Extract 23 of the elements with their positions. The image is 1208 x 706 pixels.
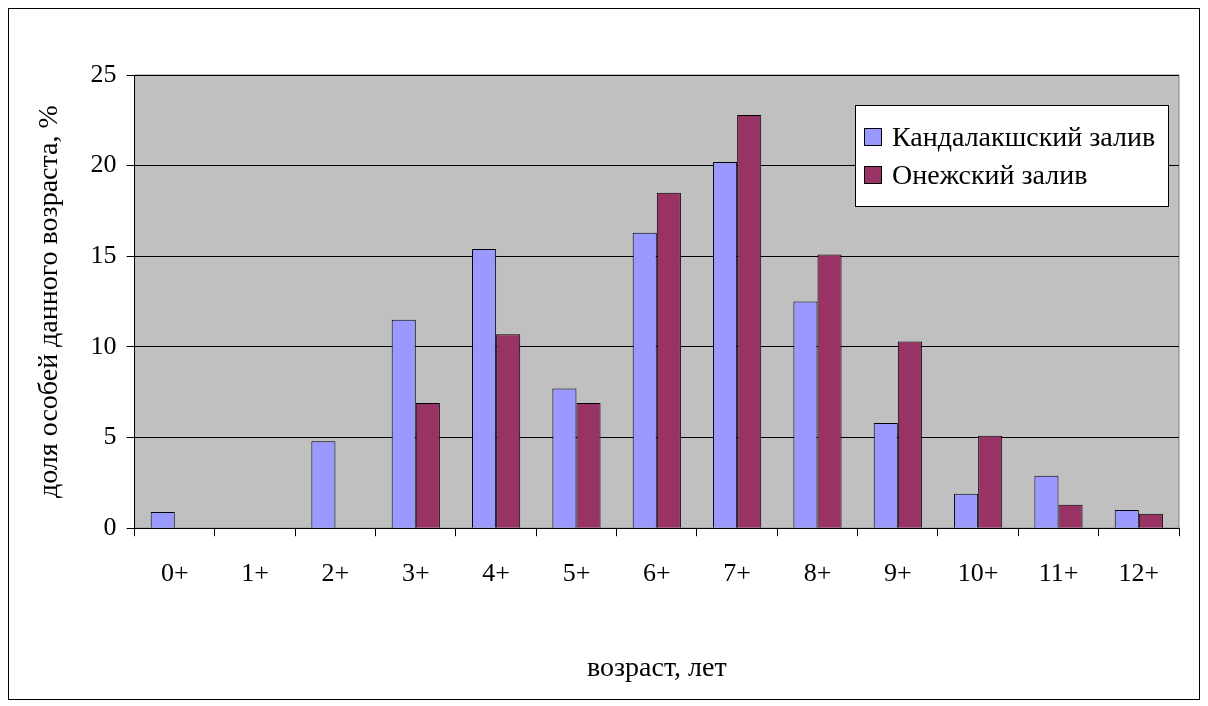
x-tick-label: 11+ bbox=[1038, 557, 1079, 587]
y-tick-label: 5 bbox=[103, 421, 117, 451]
x-tick-label: 8+ bbox=[803, 557, 832, 587]
x-tick-label: 1+ bbox=[241, 557, 269, 587]
x-tick-label: 7+ bbox=[723, 557, 751, 587]
x-tick-label: 12+ bbox=[1118, 557, 1160, 587]
x-tick-label: 10+ bbox=[957, 557, 999, 587]
y-tick-label: 15 bbox=[90, 240, 117, 270]
y-tick-label: 20 bbox=[90, 149, 117, 179]
x-tick-label: 0+ bbox=[160, 557, 189, 587]
x-tick-label: 2+ bbox=[321, 557, 350, 587]
x-tick-label: 5+ bbox=[562, 557, 591, 587]
legend-label: Онежский залив bbox=[892, 158, 1088, 192]
x-axis-title: возраст, лет bbox=[586, 650, 727, 682]
x-tick-label: 9+ bbox=[883, 557, 912, 587]
legend-label: Кандалакшский залив bbox=[892, 120, 1156, 154]
x-tick-label: 6+ bbox=[642, 557, 671, 587]
y-tick-label: 25 bbox=[90, 58, 117, 88]
y-tick-label: 10 bbox=[90, 330, 117, 360]
y-axis-title: доля особей данного возраста, % bbox=[32, 105, 64, 499]
y-tick-label: 0 bbox=[103, 512, 117, 542]
x-tick-label: 4+ bbox=[482, 557, 510, 587]
x-tick-label: 3+ bbox=[401, 557, 430, 587]
